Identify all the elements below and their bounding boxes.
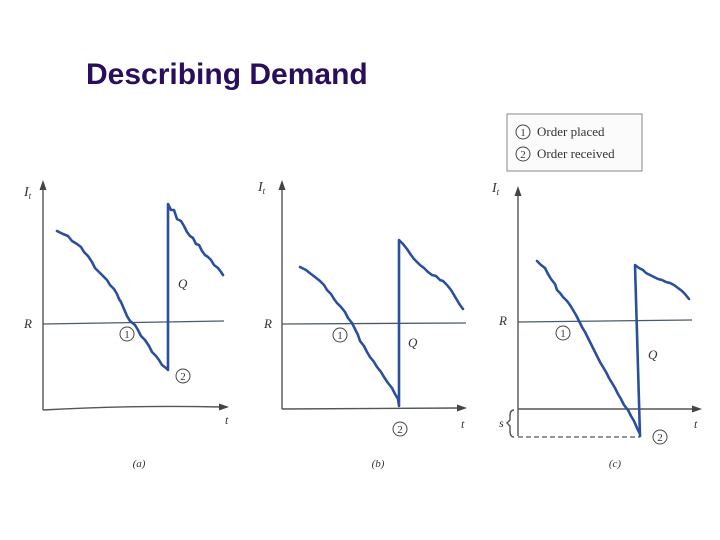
panel-b-marker-2-icon: [392, 421, 408, 437]
panel-c-r-label: R: [498, 313, 507, 328]
panel-c-q-label: Q: [648, 347, 658, 362]
panel-c-s-label: s: [499, 416, 504, 430]
legend-marker-2-text: 2: [520, 149, 526, 161]
panel-b-x-axis: [281, 407, 461, 410]
panel-a-q-label: Q: [178, 276, 188, 291]
panel-b-caption: (b): [372, 458, 385, 470]
panel-b-marker-1-text: 1: [337, 330, 343, 342]
panel-b-reorder-line: [281, 322, 467, 325]
panel-a-marker-2-icon: [175, 368, 191, 384]
legend-label-order-received: Order received: [537, 146, 615, 161]
legend-marker-1-text: 1: [520, 127, 526, 139]
panel-c-marker-2-text: 2: [657, 432, 663, 444]
legend-marker-1-icon: [515, 124, 531, 140]
slide-title: Describing Demand: [86, 58, 368, 91]
panel-b-r-label: R: [263, 316, 272, 331]
panel-c-marker-1-text: 1: [560, 328, 566, 340]
panel-c-marker-2-icon: [652, 429, 668, 445]
panel-b-inventory-curve: [298, 238, 465, 408]
panel-b: It t R Q 1 2 (b): [257, 180, 467, 470]
panel-c-reorder-line: [517, 319, 693, 323]
panel-b-x-arrow-icon: [457, 404, 467, 412]
panel-a-x-arrow-icon: [219, 403, 229, 411]
panel-a-marker-2-text: 2: [180, 371, 186, 383]
panel-c-marker-1-icon: [555, 325, 571, 341]
panel-b-marker-1-icon: [332, 327, 348, 343]
panel-b-y-label: It: [257, 180, 266, 196]
panel-c-inventory-curve: [535, 259, 691, 438]
panel-c: It t R s Q 1 2 (c): [491, 181, 702, 470]
panel-c-y-arrow-icon: [514, 186, 522, 196]
panel-b-q-label: Q: [408, 335, 418, 350]
panel-a-y-arrow-icon: [39, 180, 47, 190]
panel-c-x-arrow-icon: [692, 405, 702, 413]
panel-a-marker-1-text: 1: [124, 329, 130, 341]
legend: 1 Order placed 2 Order received: [506, 113, 643, 172]
panel-b-x-label: t: [461, 417, 465, 431]
legend-marker-2-icon: [515, 146, 531, 162]
panel-c-x-label: t: [694, 417, 698, 431]
panel-b-marker-2-text: 2: [397, 424, 403, 436]
panel-a-marker-1-icon: [119, 326, 135, 342]
legend-box: [506, 113, 643, 172]
panel-c-safety-stock-brace: [506, 409, 515, 438]
panel-c-y-label: It: [491, 181, 500, 197]
panel-c-caption: (c): [609, 458, 622, 470]
panel-a-x-axis: [42, 405, 223, 411]
panel-a: It t R Q 1 2 (a): [23, 180, 229, 470]
panel-a-y-label: It: [23, 185, 32, 201]
legend-label-order-placed: Order placed: [537, 124, 605, 139]
panel-a-r-label: R: [23, 316, 32, 331]
panel-a-caption: (a): [133, 458, 146, 470]
panel-b-y-arrow-icon: [278, 180, 286, 190]
panel-a-x-label: t: [225, 413, 229, 427]
panel-a-inventory-curve: [55, 202, 225, 372]
